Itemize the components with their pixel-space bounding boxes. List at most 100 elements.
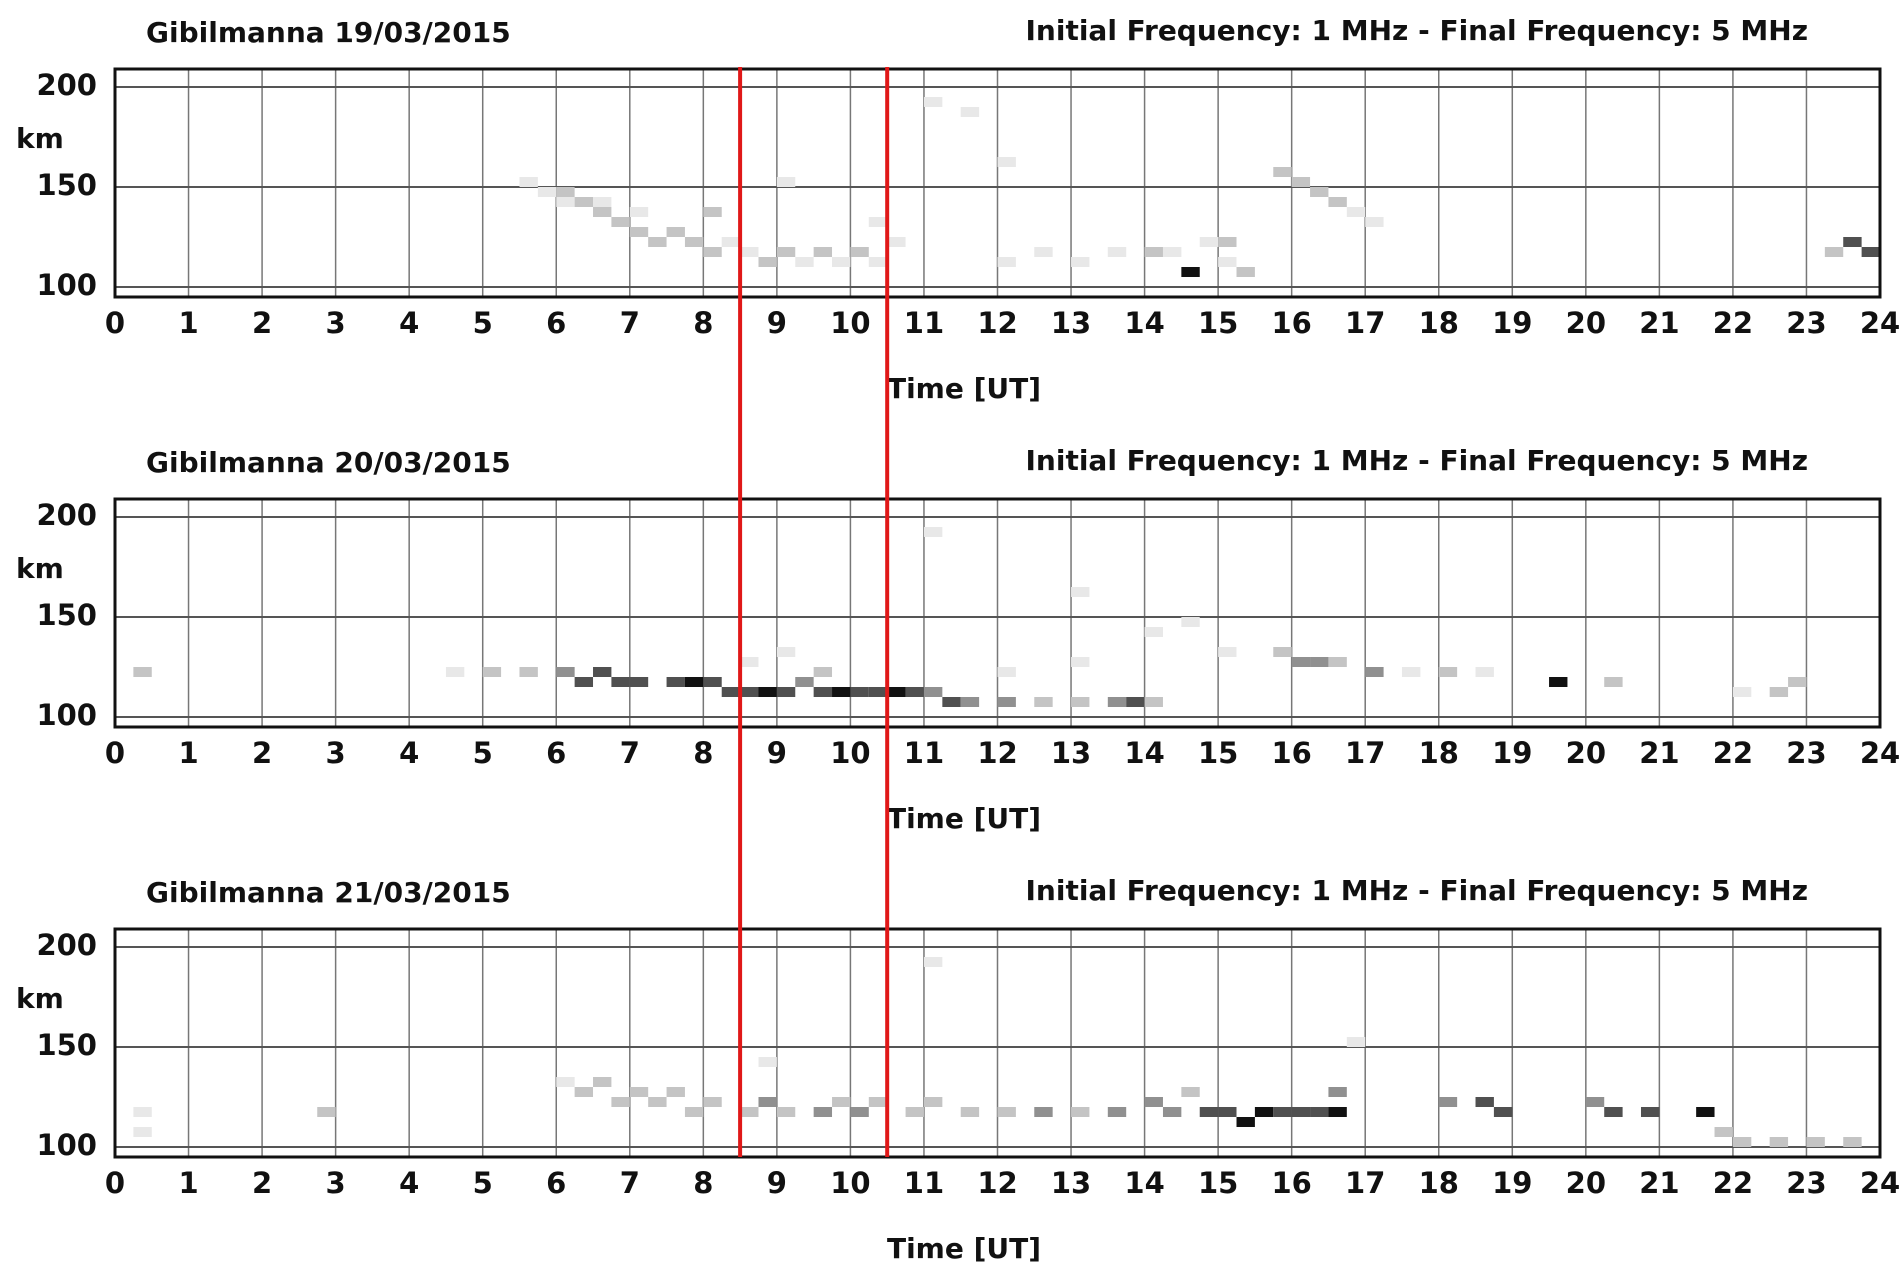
heat-cell (776, 247, 796, 257)
heat-cell (1438, 667, 1458, 677)
heat-cell (574, 677, 594, 687)
heat-cell (887, 237, 906, 247)
x-tick-label: 16 (1271, 306, 1311, 340)
heat-cell (813, 687, 833, 697)
x-tick-label: 18 (1419, 1166, 1459, 1200)
x-tick-label: 19 (1492, 306, 1532, 340)
heat-cell (1034, 247, 1053, 257)
heat-cell (1218, 1107, 1237, 1117)
x-tick-label: 14 (1124, 1166, 1164, 1200)
x-tick-label: 3 (326, 736, 346, 770)
heat-cell (1604, 677, 1623, 687)
heat-cell (1732, 687, 1752, 697)
x-tick-label: 5 (473, 736, 493, 770)
heat-cell (593, 667, 612, 677)
x-tick-label: 14 (1124, 306, 1164, 340)
x-tick-label: 0 (105, 1166, 125, 1200)
x-tick-label: 5 (473, 1166, 493, 1200)
heat-cell (1696, 1107, 1715, 1117)
heat-cell (1438, 1097, 1458, 1107)
heat-cell (813, 1107, 833, 1117)
heat-cell (317, 1107, 336, 1117)
heat-cell (519, 177, 538, 187)
heat-cell (1218, 647, 1237, 657)
heat-cell (629, 677, 649, 687)
x-tick-label: 21 (1639, 1166, 1679, 1200)
heat-cell (868, 687, 888, 697)
plot-frame (113, 497, 1882, 729)
x-tick-label: 23 (1786, 736, 1826, 770)
heat-cell (997, 257, 1016, 267)
x-tick-label: 17 (1345, 1166, 1385, 1200)
heat-cell (740, 657, 759, 667)
x-tick-label: 2 (252, 1166, 272, 1200)
heat-cell (629, 1087, 649, 1097)
heat-cell (758, 1097, 777, 1107)
heat-cell (923, 687, 943, 697)
heat-cell (1585, 1097, 1605, 1107)
heat-cell (1181, 1087, 1200, 1097)
heat-cell (1144, 1097, 1163, 1107)
x-tick-label: 8 (693, 306, 713, 340)
heat-cell (1401, 667, 1421, 677)
x-tick-label: 14 (1124, 736, 1164, 770)
heat-cell (758, 257, 777, 267)
x-tick-label: 24 (1860, 1166, 1900, 1200)
heat-cell (537, 187, 557, 197)
heat-cell (1346, 1037, 1366, 1047)
heat-cell (1273, 167, 1292, 177)
x-tick-label: 10 (830, 1166, 870, 1200)
heat-cell (611, 217, 630, 227)
heat-cell (1640, 1107, 1660, 1117)
x-tick-label: 23 (1786, 1166, 1826, 1200)
x-tick-label: 13 (1051, 306, 1091, 340)
heat-cell (556, 667, 575, 677)
heat-cell (776, 687, 796, 697)
heat-cell (1769, 1137, 1789, 1147)
heat-cell (721, 237, 741, 247)
heat-cell (1273, 1107, 1292, 1117)
x-tick-label: 11 (904, 1166, 944, 1200)
plot-frame (113, 927, 1882, 1159)
heat-cell (1714, 1127, 1733, 1137)
y-tick-label: 150 (36, 1028, 97, 1062)
heat-cell (1071, 1107, 1090, 1117)
x-tick-label: 2 (252, 736, 272, 770)
heat-cell (960, 107, 980, 117)
heat-cell (1236, 1117, 1255, 1127)
heat-cell (1126, 697, 1145, 707)
heat-cell (133, 1107, 152, 1117)
heat-cell (1328, 197, 1347, 207)
heat-cell (666, 677, 685, 687)
x-tick-label: 21 (1639, 306, 1679, 340)
x-tick-label: 9 (767, 1166, 787, 1200)
y-tick-label: 100 (36, 698, 97, 732)
heat-cell (703, 1097, 722, 1107)
heat-cell (1162, 1107, 1182, 1117)
heat-cell (721, 687, 741, 697)
heat-cell (1328, 1087, 1347, 1097)
heat-cell (1346, 207, 1366, 217)
x-tick-label: 18 (1419, 736, 1459, 770)
heat-cell (666, 1087, 685, 1097)
heat-cell (703, 207, 722, 217)
heat-cell (1071, 587, 1090, 597)
heat-cell (1144, 247, 1163, 257)
heat-cell (1328, 657, 1347, 667)
x-tick-label: 0 (105, 736, 125, 770)
heat-cell (813, 667, 833, 677)
heat-cell (593, 207, 612, 217)
heat-cell (776, 647, 796, 657)
x-axis-label: Time [UT] (887, 1232, 1041, 1265)
heat-cell (740, 1107, 759, 1117)
heat-cell (611, 1097, 630, 1107)
heat-cell (1218, 257, 1237, 267)
x-tick-label: 12 (977, 1166, 1017, 1200)
heat-cell (1475, 667, 1494, 677)
heat-cell (133, 667, 152, 677)
x-tick-label: 19 (1492, 736, 1532, 770)
x-tick-label: 12 (977, 306, 1017, 340)
heat-cell (133, 1127, 152, 1137)
heat-cell (923, 97, 943, 107)
